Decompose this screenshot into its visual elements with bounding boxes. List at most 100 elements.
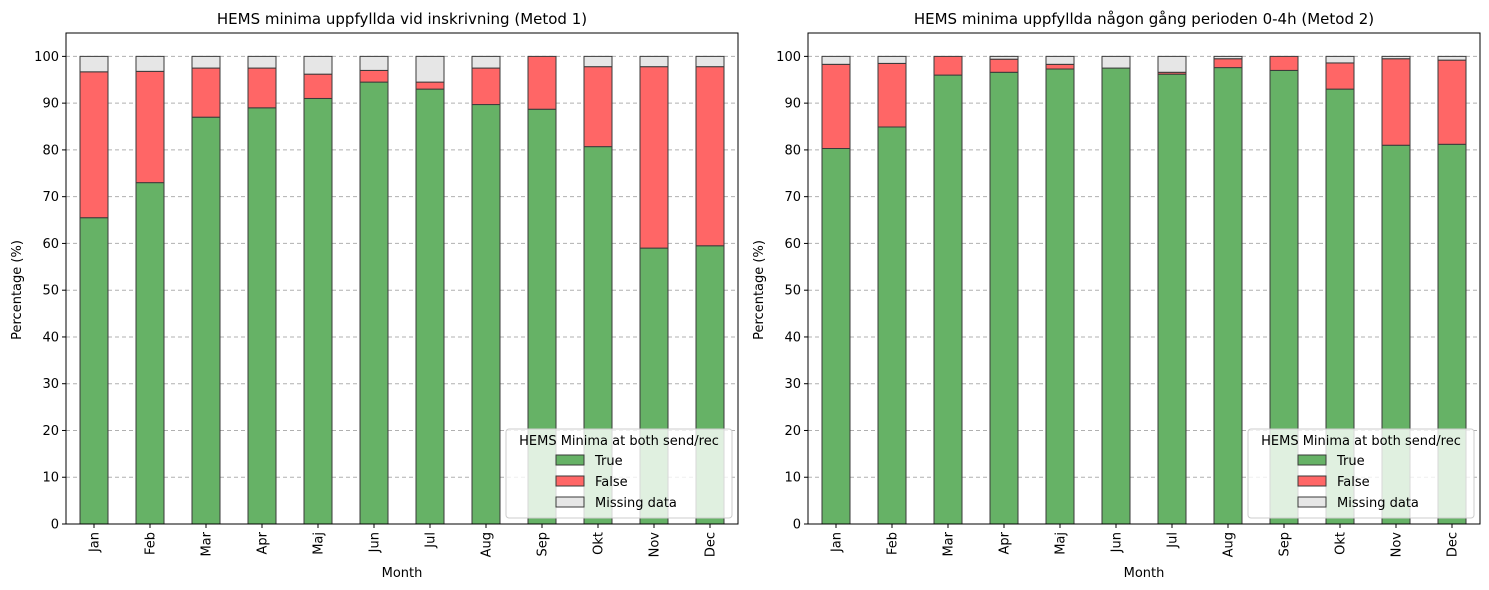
x-axis-label: Month (382, 566, 423, 581)
y-tick-label: 90 (784, 97, 801, 112)
bar-false-aug (471, 67, 501, 106)
y-tick-label: 10 (784, 471, 801, 486)
bar-false-jun (359, 69, 389, 83)
legend: HEMS Minima at both send/rec True False … (505, 428, 733, 519)
bar-true-jan (821, 148, 851, 525)
bar-missing-feb (877, 55, 907, 64)
x-tick-label: Aug (1222, 532, 1237, 557)
bar-true-jun (1101, 67, 1131, 525)
y-tick-label: 30 (42, 377, 59, 392)
x-tick-label: Jun (368, 532, 383, 553)
legend-swatch-missing (555, 496, 585, 508)
bar-missing-dec (695, 55, 725, 68)
legend: HEMS Minima at both send/rec True False … (1247, 428, 1475, 519)
bar-true-jan (79, 217, 109, 525)
bar-true-maj (1045, 68, 1075, 525)
bar-true-maj (303, 97, 333, 525)
x-tick-label: Mar (200, 531, 215, 556)
legend-frame (1247, 428, 1475, 519)
x-axis-label: Month (1124, 566, 1165, 581)
bar-false-maj (303, 73, 333, 99)
bar-false-jul (415, 81, 445, 90)
y-tick-label: 20 (784, 424, 801, 439)
bar-missing-aug (471, 55, 501, 69)
bar-true-feb (135, 182, 165, 525)
bar-false-dec (1437, 59, 1467, 145)
y-tick-label: 80 (42, 143, 59, 158)
bar-true-jul (415, 88, 445, 525)
bar-false-dec (695, 66, 725, 247)
legend-swatch-true (555, 454, 585, 466)
x-tick-label: Maj (312, 532, 327, 555)
bar-missing-aug (1213, 55, 1243, 60)
bar-false-sep (1269, 55, 1299, 71)
bar-true-mar (933, 74, 963, 525)
bar-missing-dec (1437, 55, 1467, 61)
plot-area-frame (65, 32, 739, 525)
legend-swatch-false (1297, 475, 1327, 487)
bar-missing-apr (989, 55, 1019, 60)
x-tick-label: Jul (1166, 532, 1181, 549)
x-tick-label: Okt (592, 532, 607, 555)
y-axis-ticks: 0 10 20 30 40 50 60 70 80 90 100 (776, 50, 808, 533)
y-axis-label: Percentage (%) (10, 240, 25, 340)
chart-panel-left: HEMS minima uppfyllda vid inskrivning (M… (10, 10, 739, 581)
y-tick-label: 80 (784, 143, 801, 158)
bar-false-jan (821, 63, 851, 150)
bar-false-okt (583, 66, 613, 148)
bar-true-aug (1213, 67, 1243, 525)
x-tick-label: Aug (480, 532, 495, 557)
chart-title: HEMS minima uppfyllda vid inskrivning (M… (217, 10, 587, 28)
legend-title: HEMS Minima at both send/rec (1261, 434, 1461, 449)
y-tick-label: 30 (784, 377, 801, 392)
legend-swatch-false (555, 475, 585, 487)
bar-missing-maj (303, 55, 333, 75)
legend-label-missing: Missing data (1337, 496, 1419, 511)
bar-false-feb (135, 70, 165, 184)
chart-title: HEMS minima uppfyllda någon gång periode… (914, 10, 1374, 28)
bar-true-apr (989, 71, 1019, 525)
chart-panel-right: HEMS minima uppfyllda någon gång periode… (752, 10, 1481, 581)
bar-false-apr (989, 58, 1019, 73)
y-tick-label: 10 (42, 471, 59, 486)
bar-false-sep (527, 55, 557, 110)
x-tick-label: Maj (1054, 532, 1069, 555)
bar-false-feb (877, 62, 907, 128)
bar-false-apr (247, 67, 277, 109)
bar-false-jan (79, 71, 109, 219)
legend-label-true: True (1336, 454, 1365, 469)
bar-true-mar (191, 116, 221, 525)
bar-missing-okt (1325, 55, 1355, 64)
x-tick-label: Jan (88, 532, 103, 553)
legend-label-missing: Missing data (595, 496, 677, 511)
bar-false-nov (1381, 58, 1411, 146)
bar-false-aug (1213, 58, 1243, 69)
y-tick-label: 70 (42, 190, 59, 205)
bar-missing-nov (1381, 55, 1411, 60)
bar-missing-mar (191, 55, 221, 69)
legend-swatch-true (1297, 454, 1327, 466)
x-tick-label: Mar (942, 531, 957, 556)
bar-true-jul (1157, 73, 1187, 525)
y-tick-label: 70 (784, 190, 801, 205)
bar-missing-jul (415, 55, 445, 83)
x-axis-ticks: Jan Feb Mar Apr Maj Jun Jul Aug Sep Okt Nov Dec (830, 524, 1461, 557)
bar-missing-nov (639, 55, 669, 68)
bar-missing-jun (1101, 55, 1131, 69)
x-tick-label: Feb (886, 532, 901, 555)
x-tick-label: Jun (1110, 532, 1125, 553)
y-tick-label: 100 (776, 50, 801, 65)
x-tick-label: Sep (1278, 532, 1293, 557)
legend-title: HEMS Minima at both send/rec (519, 434, 719, 449)
x-tick-label: Okt (1334, 532, 1349, 555)
bar-missing-apr (247, 55, 277, 69)
bar-missing-jul (1157, 55, 1187, 73)
y-tick-label: 0 (793, 518, 801, 533)
x-tick-label: Nov (648, 532, 663, 558)
legend-frame (505, 428, 733, 519)
x-tick-label: Apr (998, 531, 1013, 554)
y-tick-label: 100 (34, 50, 59, 65)
x-axis-ticks: Jan Feb Mar Apr Maj Jun Jul Aug Sep Okt Nov Dec (88, 524, 719, 557)
bar-missing-maj (1045, 55, 1075, 65)
